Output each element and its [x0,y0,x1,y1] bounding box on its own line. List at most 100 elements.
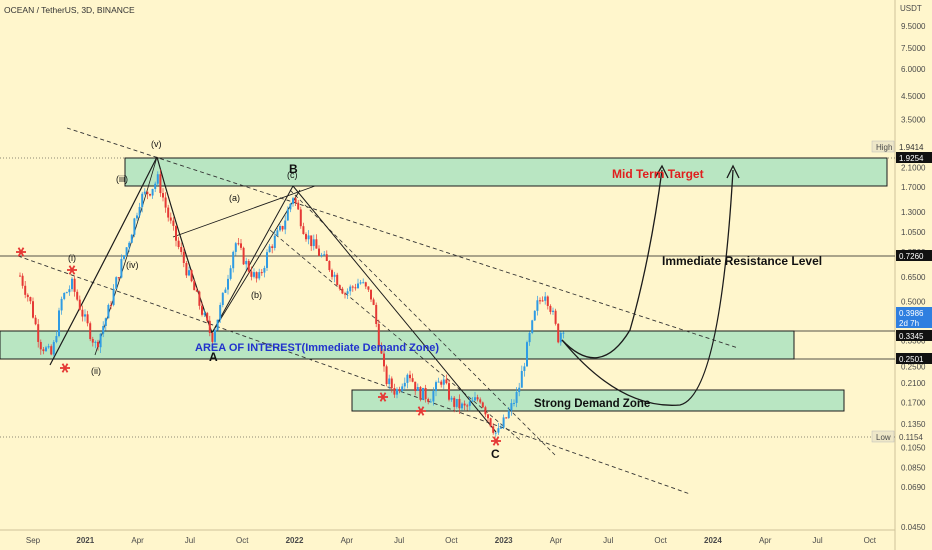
x-tick-label: Apr [550,536,563,545]
candle-body [128,242,131,248]
wave-b-c-line [292,185,497,433]
candle-body [422,387,424,400]
candle-body [260,272,263,274]
candle-body [39,341,42,350]
candle-body [328,260,331,271]
candle-body [489,418,492,427]
x-tick-label: Jul [603,536,613,545]
candle-body [201,305,203,315]
x-tick-label: 2023 [495,536,513,545]
candle-body [533,310,536,321]
candle-body [143,191,146,194]
candle-body [437,381,440,383]
reversal-markers [16,247,501,446]
candle-body [172,220,175,226]
upper-trend-line [66,127,739,349]
candle-body [97,341,99,348]
candle-body [458,398,461,409]
candle-body [32,301,34,318]
candle-body [520,370,523,388]
candle-body [497,428,500,433]
candle-body [292,198,294,204]
candle-body [502,417,505,428]
candle-body [65,292,68,294]
candle-body [156,174,159,184]
y-tick-label: 1.0500 [901,228,926,237]
candle-body [263,267,266,273]
x-tick-label: Jul [394,536,404,545]
x-tick-label: 2024 [704,536,722,545]
candle-body [110,304,112,306]
candle-body [349,286,352,292]
candle-body [164,197,167,208]
price-tag-side-label: High [876,143,892,152]
wave-b-channel-lower [211,189,301,334]
candle-body [289,203,292,210]
candle-body [286,209,289,221]
candle-body [510,403,513,411]
reversal-star-icon [416,406,426,416]
candle-body [435,382,437,392]
candle-body [104,318,107,326]
candle-body [133,218,136,235]
candle-body [73,278,76,292]
price-tag-bg [896,317,932,328]
candle-body [562,332,565,334]
candle-body [203,312,206,315]
candle-body [344,293,346,295]
price-tag-bg [896,307,932,318]
x-tick-label: Apr [131,536,144,545]
candle-body [455,398,458,407]
candle-body [29,297,32,302]
candle-body [224,289,227,293]
reversal-star-icon [60,363,70,373]
x-axis[interactable]: Sep 2021 Apr Jul Oct 2022 Apr Jul Oct 2023 Apr Jul O… [26,536,877,545]
wave-label-a-small: (a) [229,193,240,203]
candle-body [375,304,378,324]
candle-body [60,298,63,311]
candle-body [396,389,398,395]
candle-body [474,397,476,401]
candle-body [445,379,448,384]
y-axis-panel [895,0,932,550]
candle-body [320,254,323,256]
mid-term-target-label: Mid Term Target [612,167,704,181]
candle-body [351,286,354,288]
candle-body [240,243,242,248]
candle-body [182,251,185,263]
candle-body [552,310,554,312]
candle-body [232,251,235,269]
candle-body [487,414,489,419]
candle-body [234,243,237,252]
wave-label-i: (i) [68,253,76,263]
reversal-star-icon [16,247,26,257]
wave-label-iii: (iii) [116,174,128,184]
candle-body [494,432,497,434]
candle-body [159,174,162,194]
candle-body [403,382,406,387]
candle-body [466,405,469,407]
y-tick-label: 0.0690 [901,483,926,492]
candle-body [271,246,274,248]
wave-label-c-small: (c) [287,170,298,180]
candle-body [544,296,547,301]
candle-body [86,314,89,324]
y-tick-label: 3.5000 [901,115,926,124]
symbol-label: OCEAN / TetherUS, 3D, BINANCE [4,5,135,15]
y-tick-label: 0.2100 [901,379,926,388]
candle-body [432,391,435,402]
candle-body [185,262,188,276]
candle-body [305,234,307,240]
candle-body [463,403,466,406]
wave-b-channel-upper [172,185,316,238]
projection-arrow-2 [726,164,740,179]
candle-body [500,427,502,429]
candle-body [266,252,268,268]
price-tag-bg [896,152,932,163]
candle-body [383,353,385,367]
candle-body [448,383,450,400]
y-tick-label: 1.3000 [901,208,926,217]
candle-body [523,366,526,371]
